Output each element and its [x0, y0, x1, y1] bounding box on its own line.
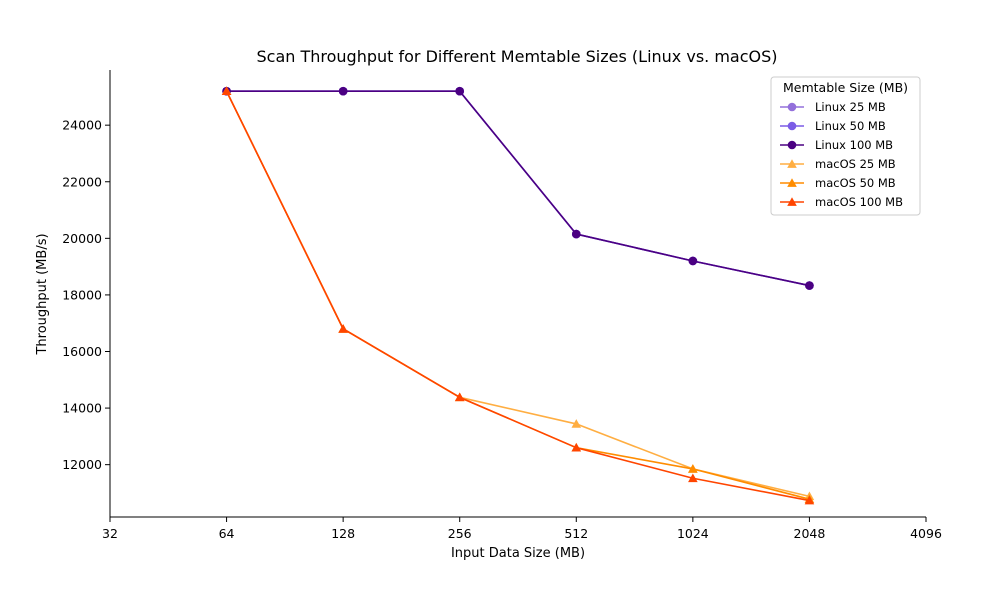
legend-label-macos-50-mb: macOS 50 MB: [815, 176, 896, 190]
x-tick-label: 2048: [794, 526, 826, 541]
y-tick-label: 22000: [62, 174, 102, 189]
legend-title: Memtable Size (MB): [783, 80, 908, 95]
y-tick-label: 16000: [62, 344, 102, 359]
legend-label-macos-100-mb: macOS 100 MB: [815, 195, 903, 209]
y-tick-label: 24000: [62, 118, 102, 133]
y-tick-label: 14000: [62, 401, 102, 416]
series-line-macos-50-mb: [225, 90, 810, 500]
data-point-macos-100-mb: [804, 495, 815, 505]
data-point-linux-100-mb: [688, 256, 698, 266]
series-line-linux-25-mb: [226, 90, 810, 287]
series-line-macos-100-mb: [225, 90, 810, 502]
chart-title: Scan Throughput for Different Memtable S…: [257, 47, 778, 66]
data-point-macos-100-mb: [688, 473, 698, 483]
data-point-macos-100-mb: [571, 442, 582, 452]
x-tick-label: 64: [219, 526, 235, 541]
y-tick-label: 20000: [62, 231, 102, 246]
legend-box: [770, 76, 921, 216]
legend-label-linux-25-mb: Linux 25 MB: [815, 100, 886, 114]
x-tick-label: 32: [102, 526, 118, 541]
legend: Memtable Size (MB) Linux 25 MB Linux 50 M…: [770, 76, 921, 216]
data-point-linux-100-mb: [805, 281, 814, 290]
data-point-macos-50-mb: [688, 464, 698, 473]
y-tick-label: 18000: [62, 287, 102, 302]
x-axis-label: Input Data Size (MB): [451, 546, 585, 561]
legend-marker-macos-50-mb: [787, 178, 797, 187]
data-point-linux-100-mb: [571, 229, 581, 239]
x-tick-label: 256: [448, 526, 472, 541]
x-tick-label: 4096: [910, 526, 942, 541]
x-tick-label: 128: [331, 526, 355, 541]
y-axis-label: Throughput (MB/s): [35, 233, 50, 355]
legend-marker-linux-25-mb: [787, 102, 797, 112]
legend-label-linux-100-mb: Linux 100 MB: [815, 138, 893, 152]
data-point-linux-100-mb: [338, 86, 348, 96]
series-line-linux-50-mb: [226, 90, 810, 287]
legend-marker-macos-25-mb: [787, 159, 797, 168]
series-line-linux-100-mb: [226, 90, 810, 287]
data-point-linux-100-mb: [455, 86, 465, 96]
legend-label-linux-50-mb: Linux 50 MB: [815, 119, 886, 133]
legend-marker-linux-50-mb: [787, 121, 797, 131]
legend-marker-linux-100-mb: [787, 140, 797, 150]
data-point-macos-25-mb: [571, 419, 582, 428]
y-tick-label: 12000: [62, 457, 102, 472]
legend-marker-macos-100-mb: [787, 197, 797, 206]
legend-label-macos-25-mb: macOS 25 MB: [815, 157, 896, 171]
x-tick-label: 1024: [677, 526, 709, 541]
x-tick-label: 512: [564, 526, 588, 541]
data-point-macos-100-mb: [454, 392, 465, 402]
series-line-macos-25-mb: [225, 90, 810, 498]
data-point-macos-100-mb: [221, 86, 232, 96]
data-point-macos-100-mb: [338, 324, 348, 333]
